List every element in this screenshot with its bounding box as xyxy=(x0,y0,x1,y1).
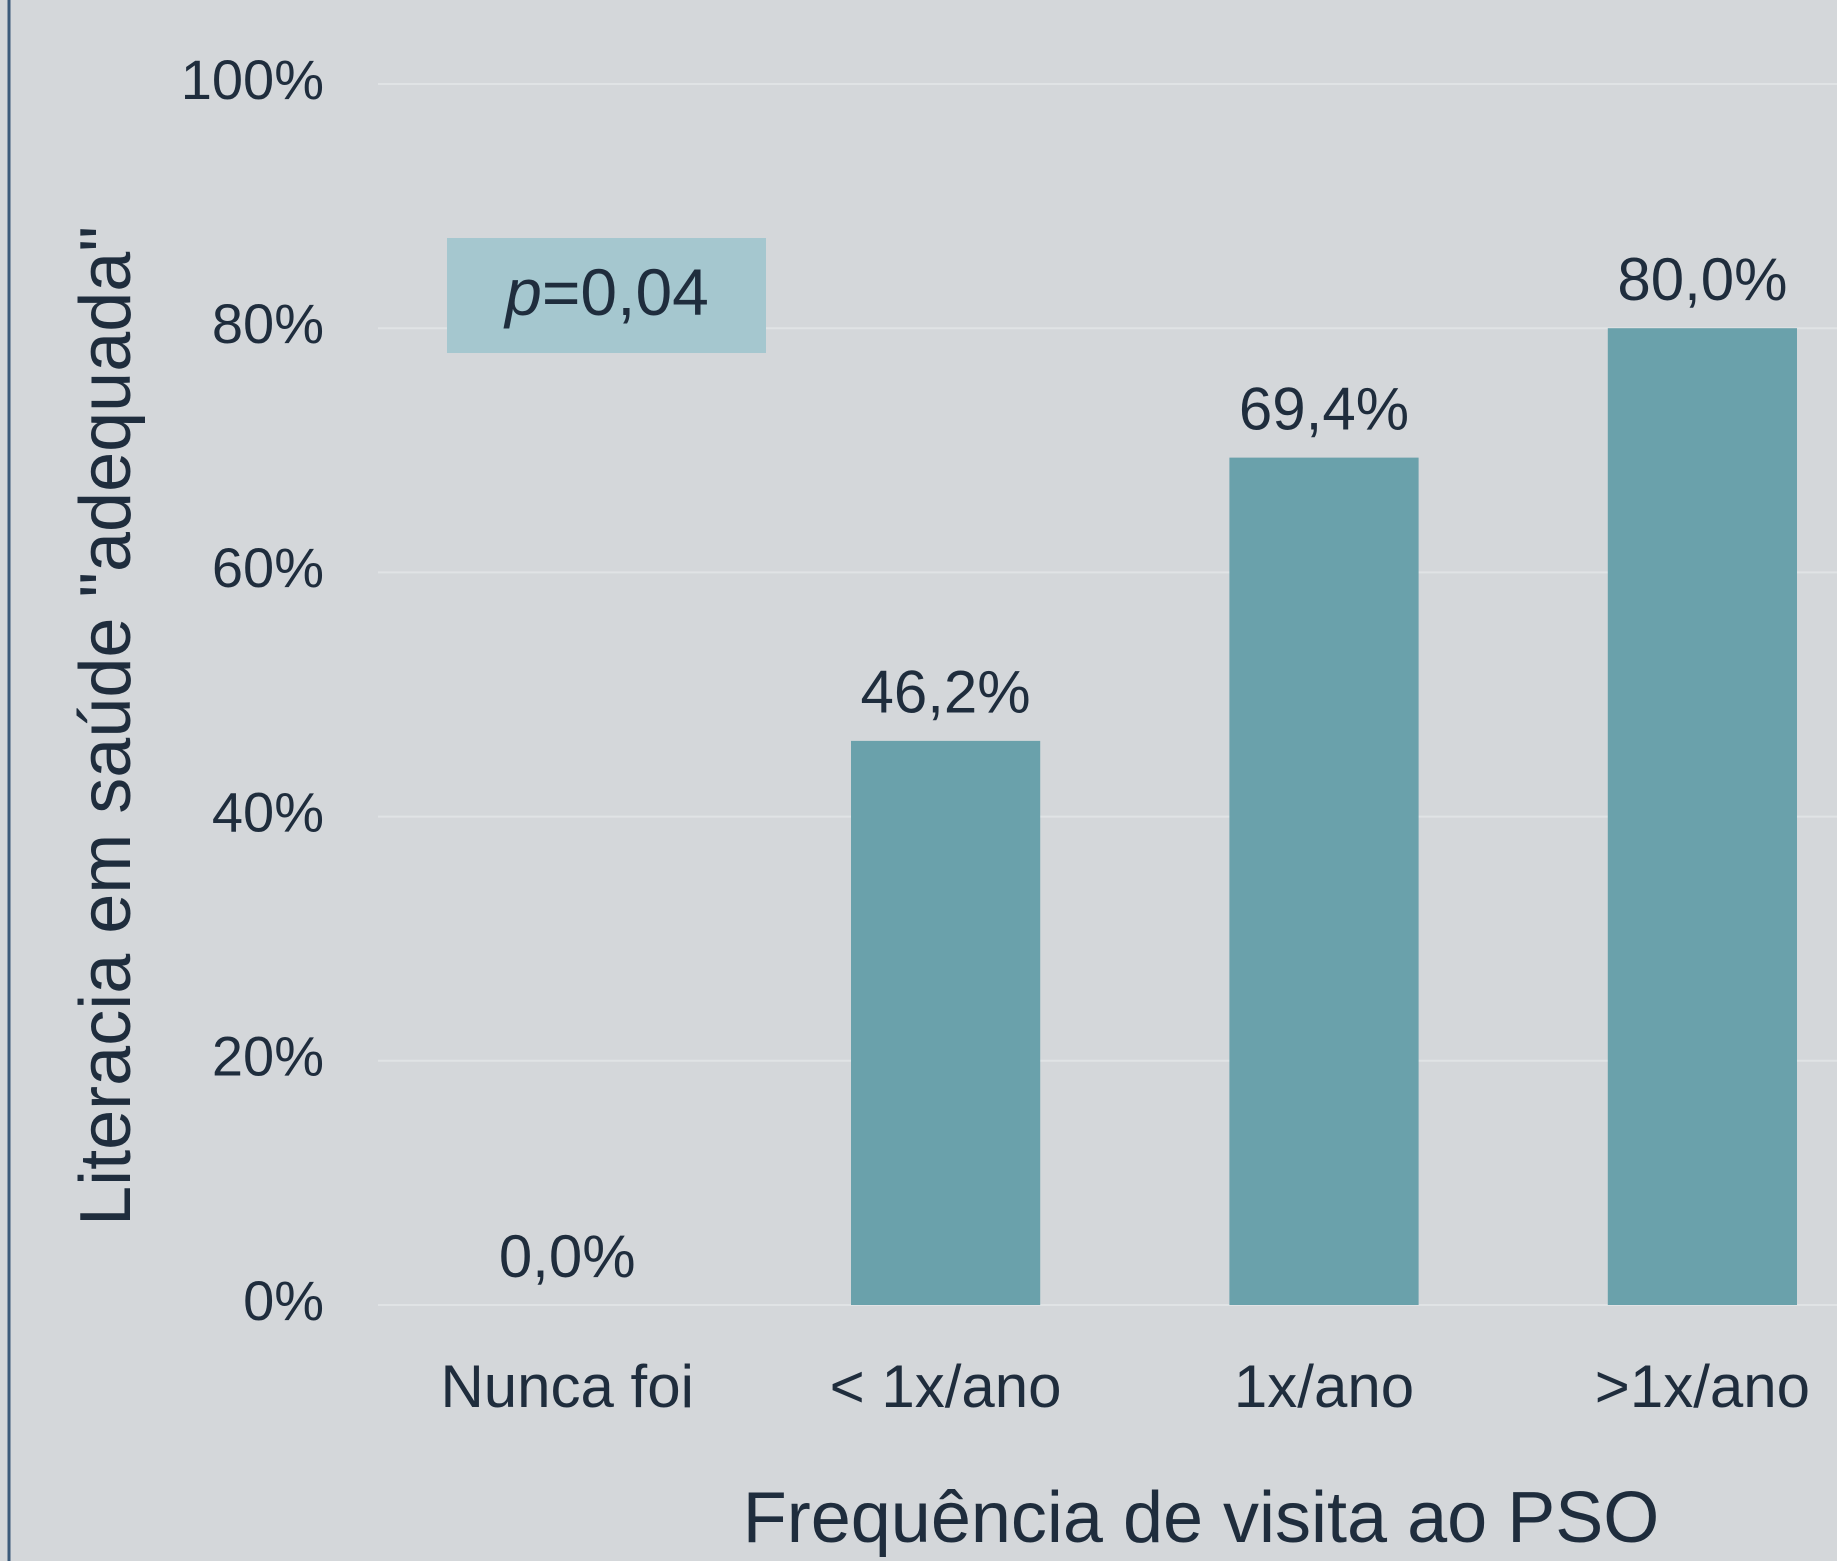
x-axis-title: Frequência de visita ao PSO xyxy=(743,1478,1660,1558)
value-label: 69,4% xyxy=(1239,375,1409,442)
x-tick-label: Nunca foi xyxy=(440,1353,693,1420)
annotation-box xyxy=(447,238,766,353)
value-label: 0,0% xyxy=(499,1223,636,1290)
y-tick-label: 80% xyxy=(212,292,324,355)
y-tick-label: 40% xyxy=(212,780,324,843)
y-tick-label: 0% xyxy=(243,1269,324,1332)
x-tick-label: < 1x/ano xyxy=(830,1353,1062,1420)
y-tick-label: 60% xyxy=(212,536,324,599)
annotation-italic: p xyxy=(503,255,542,329)
y-tick-label: 20% xyxy=(212,1025,324,1088)
y-tick-label: 100% xyxy=(181,48,324,111)
bar xyxy=(851,740,1041,1305)
annotation: p=0,04 xyxy=(503,255,709,329)
bar xyxy=(1229,457,1419,1306)
x-tick-label: >1x/ano xyxy=(1595,1353,1810,1420)
annotation-text: =0,04 xyxy=(542,255,709,329)
x-tick-label: 1x/ano xyxy=(1234,1353,1414,1420)
value-label: 46,2% xyxy=(861,659,1031,726)
bar xyxy=(1607,328,1797,1305)
y-axis-title: Literacia em saúde "adequada" xyxy=(66,226,146,1226)
value-label: 80,0% xyxy=(1617,246,1787,313)
